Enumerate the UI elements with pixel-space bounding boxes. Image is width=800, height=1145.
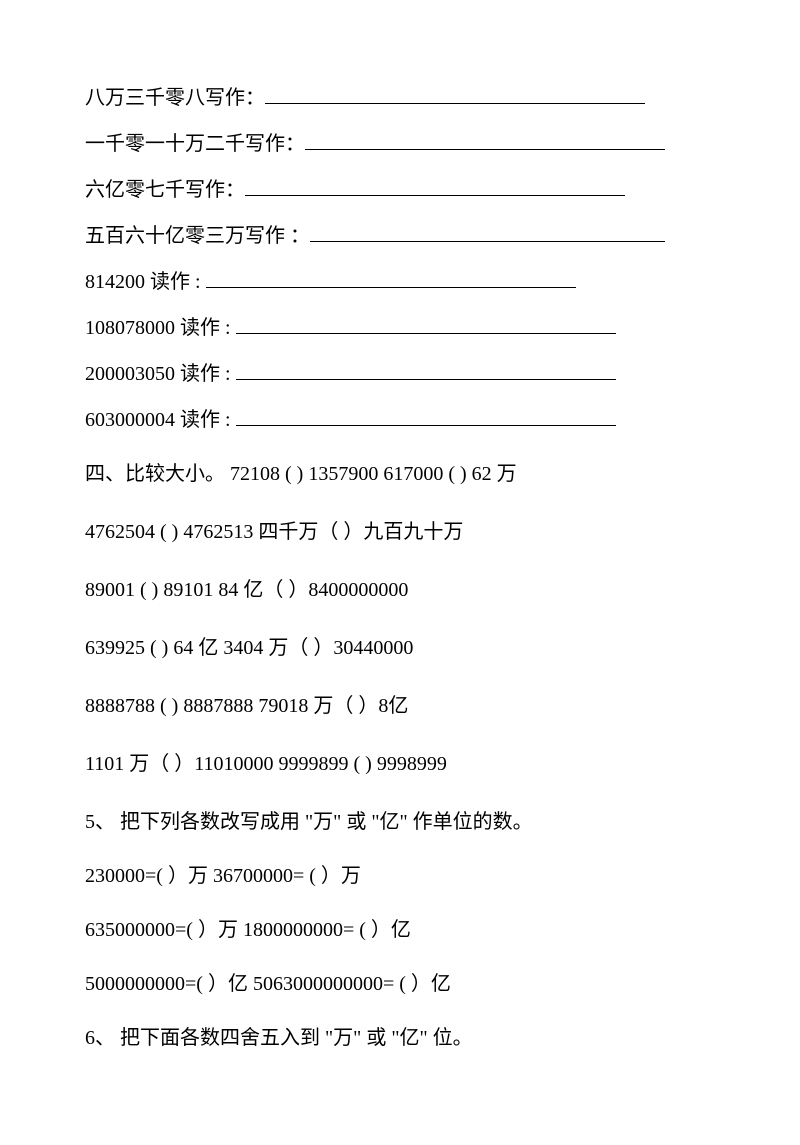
- write-label: 一千零一十万二千写作：: [85, 133, 305, 155]
- read-line-2: 200003050 读作 :: [85, 356, 715, 392]
- read-line-0: 814200 读作 :: [85, 264, 715, 300]
- convert-line-1: 635000000=( ）万 1800000000= ( ）亿: [85, 912, 715, 948]
- read-blank: [206, 270, 576, 288]
- section-5-title: 5、 把下列各数改写成用 "万" 或 "亿" 作单位的数。: [85, 804, 715, 840]
- compare-line-4: 8888788 ( ) 8887888 79018 万（ ）8亿: [85, 688, 715, 724]
- write-blank: [305, 132, 665, 150]
- section-4-title: 四、比较大小。: [85, 463, 230, 485]
- section-4-first-line: 四、比较大小。 72108 ( ) 1357900 617000 ( ) 62 …: [85, 456, 715, 492]
- read-blank: [236, 316, 616, 334]
- convert-line-2: 5000000000=( ）亿 5063000000000= ( ）亿: [85, 966, 715, 1002]
- write-blank: [245, 178, 625, 196]
- convert-line-0: 230000=( ）万 36700000= ( ）万: [85, 858, 715, 894]
- write-line-1: 一千零一十万二千写作：: [85, 126, 715, 162]
- read-label: 814200 读作 :: [85, 271, 206, 293]
- compare-line-3: 639925 ( ) 64 亿 3404 万（ ）30440000: [85, 630, 715, 666]
- write-label: 八万三千零八写作：: [85, 87, 265, 109]
- write-label: 五百六十亿零三万写作 ：: [85, 225, 310, 247]
- compare-content: 72108 ( ) 1357900 617000 ( ) 62 万: [230, 463, 517, 485]
- write-blank: [265, 86, 645, 104]
- read-label: 200003050 读作 :: [85, 363, 236, 385]
- section-6-title: 6、 把下面各数四舍五入到 "万" 或 "亿" 位。: [85, 1020, 715, 1056]
- write-label: 六亿零七千写作：: [85, 179, 245, 201]
- write-blank: [310, 224, 665, 242]
- write-line-0: 八万三千零八写作：: [85, 80, 715, 116]
- compare-line-2: 89001 ( ) 89101 84 亿（ ）8400000000: [85, 572, 715, 608]
- read-line-1: 108078000 读作 :: [85, 310, 715, 346]
- read-blank: [236, 362, 616, 380]
- read-line-3: 603000004 读作 :: [85, 402, 715, 438]
- compare-line-1: 4762504 ( ) 4762513 四千万（ ）九百九十万: [85, 514, 715, 550]
- read-label: 108078000 读作 :: [85, 317, 236, 339]
- write-line-2: 六亿零七千写作：: [85, 172, 715, 208]
- read-label: 603000004 读作 :: [85, 409, 236, 431]
- compare-line-5: 1101 万（ ）11010000 9999899 ( ) 9998999: [85, 746, 715, 782]
- write-line-3: 五百六十亿零三万写作 ：: [85, 218, 715, 254]
- read-blank: [236, 408, 616, 426]
